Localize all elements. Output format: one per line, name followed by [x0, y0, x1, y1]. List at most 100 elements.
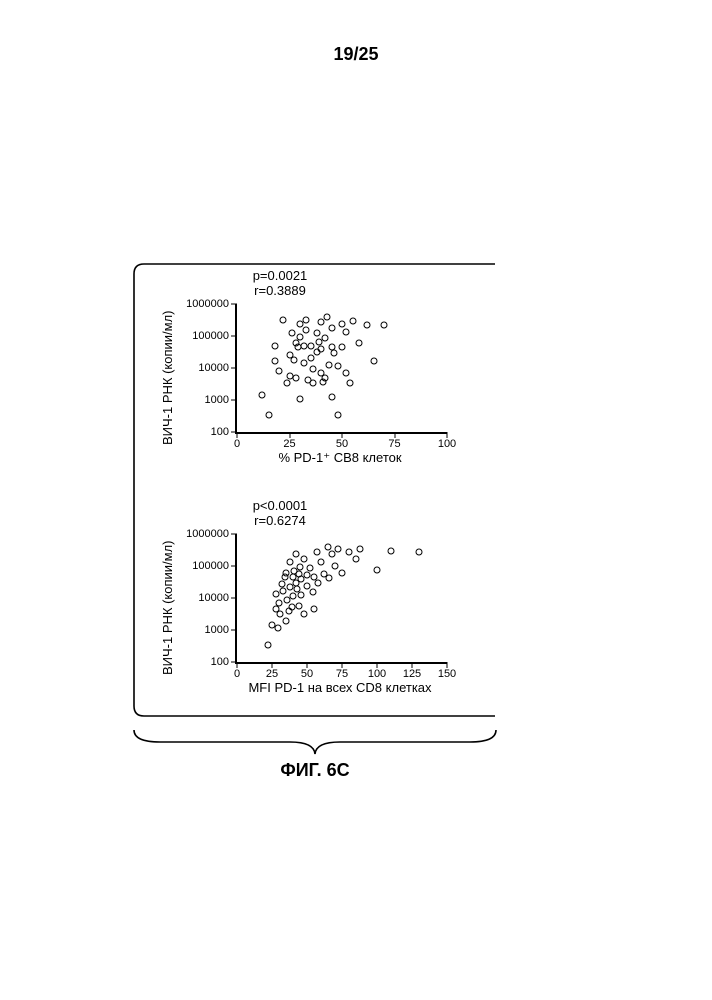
tick-y-label: 100: [211, 656, 237, 668]
tick-x-label: 25: [266, 662, 278, 680]
page-number: 19/25: [0, 44, 712, 65]
data-point: [297, 334, 304, 341]
data-point: [315, 580, 322, 587]
data-point: [292, 551, 299, 558]
data-point: [328, 324, 335, 331]
data-point: [381, 322, 388, 329]
data-point: [330, 349, 337, 356]
tick-y-label: 100000: [192, 560, 237, 572]
data-point: [287, 559, 294, 566]
data-point: [332, 563, 339, 570]
data-point: [326, 575, 333, 582]
data-point: [301, 360, 308, 367]
data-point: [303, 327, 310, 334]
tick-x-label: 100: [368, 662, 386, 680]
tick-x-label: 25: [283, 432, 295, 450]
panel-top-stats: p=0.0021 r=0.3889: [175, 268, 385, 298]
data-point: [416, 548, 423, 555]
data-point: [343, 329, 350, 336]
data-point: [274, 625, 281, 632]
data-point: [353, 556, 360, 563]
data-point: [276, 599, 283, 606]
data-point: [304, 572, 311, 579]
figure-6c: p=0.0021 r=0.3889 ВИЧ-1 РНК (копии/мл) 0…: [130, 260, 500, 720]
data-point: [370, 357, 377, 364]
data-point: [297, 395, 304, 402]
data-point: [298, 592, 305, 599]
data-point: [297, 564, 304, 571]
data-point: [288, 330, 295, 337]
data-point: [271, 343, 278, 350]
tick-x-label: 50: [301, 662, 313, 680]
data-point: [307, 342, 314, 349]
data-point: [301, 611, 308, 618]
data-point: [290, 593, 297, 600]
data-point: [307, 355, 314, 362]
data-point: [334, 411, 341, 418]
data-point: [264, 641, 271, 648]
data-point: [265, 412, 272, 419]
figure-label: ФИГ. 6C: [130, 760, 500, 781]
panel-top-xlabel: % PD-1⁺ CB8 клеток: [235, 450, 445, 466]
tick-x-label: 100: [438, 432, 456, 450]
bottom-brace: [130, 728, 500, 758]
data-point: [339, 321, 346, 328]
data-point: [280, 316, 287, 323]
panel-bottom-xlabel: MFI PD-1 на всех CD8 клетках: [235, 680, 445, 695]
data-point: [309, 365, 316, 372]
data-point: [355, 340, 362, 347]
data-point: [295, 602, 302, 609]
data-point: [271, 358, 278, 365]
data-point: [334, 363, 341, 370]
data-point: [309, 589, 316, 596]
data-point: [303, 316, 310, 323]
tick-y-label: 1000: [205, 624, 237, 636]
data-point: [329, 551, 336, 558]
data-point: [364, 322, 371, 329]
tick-x-label: 75: [388, 432, 400, 450]
tick-x-label: 50: [336, 432, 348, 450]
data-point: [283, 570, 290, 577]
data-point: [334, 545, 341, 552]
data-point: [339, 343, 346, 350]
panel-bottom-plot: 0255075100125150100100010000100000100000…: [235, 534, 447, 664]
data-point: [277, 610, 284, 617]
tick-y-label: 1000000: [186, 528, 237, 540]
data-point: [273, 591, 280, 598]
tick-x-label: 125: [403, 662, 421, 680]
data-point: [280, 588, 287, 595]
tick-y-label: 10000: [198, 362, 237, 374]
tick-y-label: 10000: [198, 592, 237, 604]
data-point: [374, 567, 381, 574]
data-point: [357, 545, 364, 552]
data-point: [343, 369, 350, 376]
data-point: [347, 380, 354, 387]
stat-p: p<0.0001: [175, 498, 385, 513]
data-point: [388, 547, 395, 554]
data-point: [318, 346, 325, 353]
page: 19/25 p=0.0021 r=0.3889 ВИЧ-1 РНК (копии…: [0, 0, 712, 1000]
data-point: [292, 375, 299, 382]
data-point: [278, 581, 285, 588]
tick-y-label: 1000: [205, 394, 237, 406]
data-point: [349, 318, 356, 325]
data-point: [318, 319, 325, 326]
data-point: [313, 330, 320, 337]
data-point: [306, 565, 313, 572]
tick-y-label: 100: [211, 426, 237, 438]
data-point: [284, 379, 291, 386]
data-point: [288, 604, 295, 611]
data-point: [259, 392, 266, 399]
data-point: [297, 321, 304, 328]
data-point: [301, 556, 308, 563]
tick-x-label: 150: [438, 662, 456, 680]
data-point: [322, 334, 329, 341]
stat-p: p=0.0021: [175, 268, 385, 283]
data-point: [283, 618, 290, 625]
tick-y-label: 1000000: [186, 298, 237, 310]
panel-top-ylabel: ВИЧ-1 РНК (копии/мл): [160, 310, 175, 445]
data-point: [313, 548, 320, 555]
data-point: [328, 393, 335, 400]
data-point: [318, 559, 325, 566]
data-point: [346, 548, 353, 555]
